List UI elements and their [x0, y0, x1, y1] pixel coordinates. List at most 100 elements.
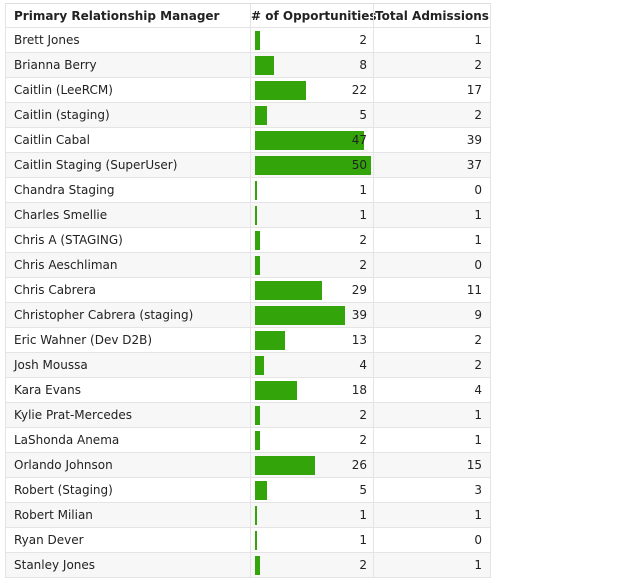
- data-bar: [255, 156, 371, 175]
- opportunities-cell: 5: [250, 478, 373, 502]
- opportunities-value: 26: [351, 458, 367, 472]
- header-row: Primary Relationship Manager # of Opportu…: [5, 3, 491, 28]
- manager-name: Orlando Johnson: [5, 453, 250, 477]
- data-bar: [255, 131, 365, 150]
- manager-name: Chris A (STAGING): [5, 228, 250, 252]
- opportunities-cell: 2: [250, 228, 373, 252]
- data-bar: [255, 531, 258, 550]
- opportunities-cell: 50: [250, 153, 373, 177]
- opportunities-value: 39: [351, 308, 367, 322]
- manager-name: Ryan Dever: [5, 528, 250, 552]
- opportunities-value: 4: [359, 358, 367, 372]
- data-bar: [255, 106, 267, 125]
- admissions-value: 1: [373, 28, 491, 52]
- table-row: Brett Jones 2 1: [5, 28, 491, 53]
- data-bar: [255, 356, 265, 375]
- table-row: Chris Cabrera 29 11: [5, 278, 491, 303]
- opportunities-cell: 4: [250, 353, 373, 377]
- table-row: Brianna Berry 8 2: [5, 53, 491, 78]
- data-bar: [255, 506, 258, 525]
- opportunities-cell: 2: [250, 553, 373, 577]
- opportunities-value: 22: [351, 83, 367, 97]
- manager-name: Eric Wahner (Dev D2B): [5, 328, 250, 352]
- table-row: Kylie Prat-Mercedes 2 1: [5, 403, 491, 428]
- manager-name: Chris Cabrera: [5, 278, 250, 302]
- manager-name: Brett Jones: [5, 28, 250, 52]
- data-bar: [255, 31, 260, 50]
- admissions-value: 1: [373, 553, 491, 577]
- opportunities-value: 5: [359, 108, 367, 122]
- table-row: Josh Moussa 4 2: [5, 353, 491, 378]
- admissions-value: 9: [373, 303, 491, 327]
- admissions-value: 0: [373, 528, 491, 552]
- table-row: Christopher Cabrera (staging) 39 9: [5, 303, 491, 328]
- table-row: Ryan Dever 1 0: [5, 528, 491, 553]
- opportunities-value: 1: [359, 533, 367, 547]
- manager-name: Robert Milian: [5, 503, 250, 527]
- table-row: Chris A (STAGING) 2 1: [5, 228, 491, 253]
- manager-name: Brianna Berry: [5, 53, 250, 77]
- data-bar: [255, 456, 316, 475]
- opportunities-value: 1: [359, 508, 367, 522]
- opportunities-value: 2: [359, 258, 367, 272]
- opportunities-cell: 5: [250, 103, 373, 127]
- column-header: # of Opportunities: [250, 4, 376, 28]
- opportunities-cell: 29: [250, 278, 373, 302]
- opportunities-value: 8: [359, 58, 367, 72]
- admissions-value: 15: [373, 453, 491, 477]
- admissions-value: 2: [373, 328, 491, 352]
- manager-name: Robert (Staging): [5, 478, 250, 502]
- opportunities-cell: 2: [250, 428, 373, 452]
- data-bar: [255, 231, 260, 250]
- admissions-value: 37: [373, 153, 491, 177]
- table-row: Eric Wahner (Dev D2B) 13 2: [5, 328, 491, 353]
- admissions-value: 2: [373, 103, 491, 127]
- opportunities-value: 2: [359, 433, 367, 447]
- manager-name: Josh Moussa: [5, 353, 250, 377]
- data-bar: [255, 556, 260, 575]
- table-row: Charles Smellie 1 1: [5, 203, 491, 228]
- table-row: Robert (Staging) 5 3: [5, 478, 491, 503]
- data-bar: [255, 431, 260, 450]
- opportunities-cell: 47: [250, 128, 373, 152]
- admissions-value: 39: [373, 128, 491, 152]
- table-row: Orlando Johnson 26 15: [5, 453, 491, 478]
- opportunities-cell: 1: [250, 203, 373, 227]
- manager-name: Caitlin Staging (SuperUser): [5, 153, 250, 177]
- admissions-value: 17: [373, 78, 491, 102]
- manager-name: Chris Aeschliman: [5, 253, 250, 277]
- opportunities-cell: 2: [250, 253, 373, 277]
- table-row: LaShonda Anema 2 1: [5, 428, 491, 453]
- admissions-value: 1: [373, 203, 491, 227]
- data-bar: [255, 406, 260, 425]
- table-row: Chandra Staging 1 0: [5, 178, 491, 203]
- table-row: Caitlin (staging) 5 2: [5, 103, 491, 128]
- opportunities-value: 2: [359, 33, 367, 47]
- table-row: Kara Evans 18 4: [5, 378, 491, 403]
- opportunities-cell: 13: [250, 328, 373, 352]
- opportunities-cell: 2: [250, 28, 373, 52]
- opportunities-cell: 1: [250, 528, 373, 552]
- data-bar: [255, 81, 307, 100]
- opportunities-value: 1: [359, 208, 367, 222]
- manager-name: Caitlin (staging): [5, 103, 250, 127]
- admissions-value: 2: [373, 353, 491, 377]
- admissions-value: 1: [373, 228, 491, 252]
- data-bar: [255, 306, 346, 325]
- data-bar: [255, 381, 297, 400]
- opportunities-value: 5: [359, 483, 367, 497]
- admissions-value: 4: [373, 378, 491, 402]
- column-header: Total Admissions: [373, 4, 491, 28]
- manager-name: Chandra Staging: [5, 178, 250, 202]
- admissions-value: 1: [373, 403, 491, 427]
- opportunities-cell: 1: [250, 503, 373, 527]
- opportunities-cell: 2: [250, 403, 373, 427]
- opportunities-cell: 8: [250, 53, 373, 77]
- opportunities-value: 50: [351, 158, 367, 172]
- manager-name: Caitlin Cabal: [5, 128, 250, 152]
- opportunities-value: 2: [359, 558, 367, 572]
- table-row: Robert Milian 1 1: [5, 503, 491, 528]
- table-row: Stanley Jones 2 1: [5, 553, 491, 578]
- manager-name: Stanley Jones: [5, 553, 250, 577]
- manager-name: Christopher Cabrera (staging): [5, 303, 250, 327]
